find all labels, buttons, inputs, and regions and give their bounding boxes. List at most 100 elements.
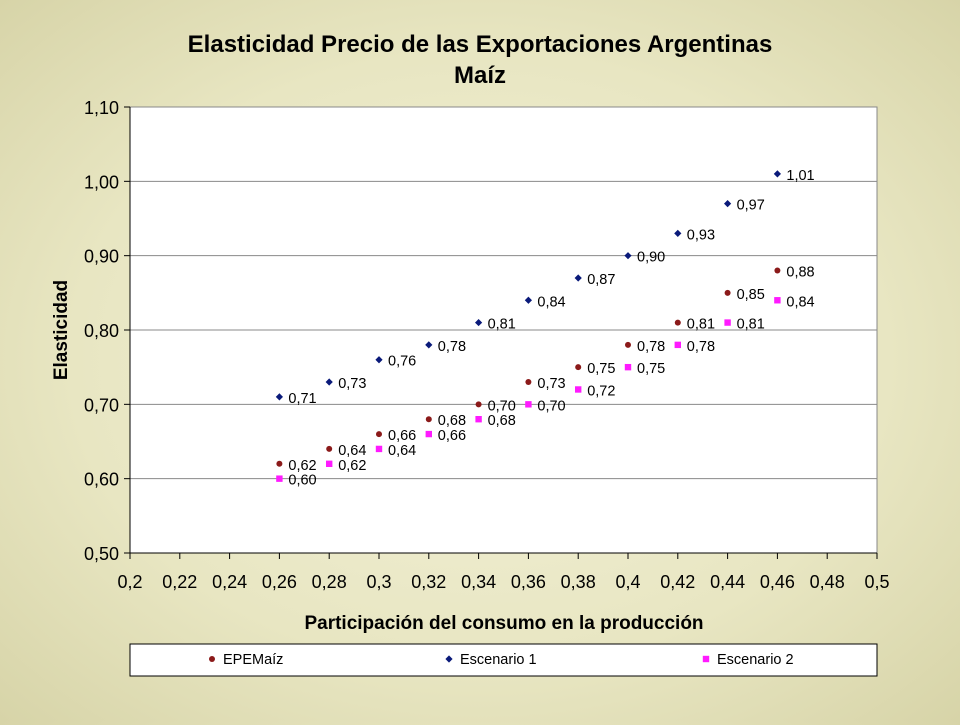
escenario-2-data-label: 0,70 [537, 398, 565, 414]
x-tick-label: 0,22 [162, 572, 197, 592]
escenario-2-data-label: 0,75 [637, 361, 665, 377]
epemaiz-point [425, 416, 432, 423]
escenario-1-data-label: 0,93 [687, 227, 715, 243]
x-axis-label: Participación del consumo en la producci… [304, 613, 703, 634]
escenario-2-point [475, 416, 482, 423]
epemaiz-data-label: 0,75 [587, 361, 615, 377]
escenario-1-data-label: 0,97 [737, 198, 765, 214]
y-tick-label: 1,00 [84, 172, 119, 192]
x-tick-label: 0,44 [710, 572, 745, 592]
chart-title: Elasticidad Precio de las Exportaciones … [188, 31, 773, 58]
x-tick-label: 0,2 [117, 572, 142, 592]
x-tick-label: 0,32 [411, 572, 446, 592]
escenario-1-point [524, 296, 532, 304]
epemaiz-data-label: 0,62 [288, 458, 316, 474]
epemaiz-data-label: 0,81 [687, 317, 715, 333]
x-tick-label: 0,38 [561, 572, 596, 592]
epemaiz-data-label: 0,70 [488, 398, 516, 414]
legend-marker [209, 656, 215, 662]
x-tick-label: 0,34 [461, 572, 496, 592]
escenario-1-point [325, 378, 333, 386]
epemaiz-point [276, 460, 283, 467]
escenario-1-point [475, 318, 483, 327]
y-tick-label: 0,50 [84, 544, 119, 564]
escenario-1-point [425, 341, 433, 349]
escenario-2-point [425, 430, 432, 438]
escenario-2-point [674, 341, 681, 349]
escenario-2-data-label: 0,66 [438, 428, 466, 444]
escenario-2-data-label: 0,68 [488, 413, 516, 429]
data-points: 0,620,640,660,680,700,730,750,780,810,85… [275, 168, 815, 489]
escenario-2-data-label: 0,84 [786, 294, 814, 310]
epemaiz-data-label: 0,73 [537, 376, 565, 392]
escenario-1-data-label: 0,76 [388, 354, 416, 370]
x-tick-label: 0,42 [660, 572, 695, 592]
escenario-2-point [724, 319, 731, 326]
y-tick-label: 0,90 [84, 247, 119, 267]
grid-lines [130, 180, 877, 480]
epemaiz-point [525, 379, 532, 386]
legend-marker [445, 655, 453, 663]
epemaiz-point [326, 445, 333, 452]
escenario-1-data-label: 0,78 [438, 339, 466, 355]
escenario-2-point [276, 475, 283, 482]
escenario-2-point [774, 297, 781, 304]
escenario-2-data-label: 0,60 [288, 473, 316, 489]
escenario-2-data-label: 0,64 [388, 443, 416, 459]
legend: EPEMaíz Escenario 1 Escenario 2 [209, 652, 794, 668]
x-tick-label: 0,3 [366, 572, 391, 592]
x-tick-label: 0,36 [511, 572, 546, 592]
epemaiz-point [376, 431, 382, 438]
epemaiz-data-label: 0,66 [388, 428, 416, 444]
legend-box [129, 643, 878, 677]
y-tick-label: 1,10 [84, 98, 119, 118]
epemaiz-point [724, 289, 731, 296]
escenario-2-data-label: 0,72 [587, 383, 615, 399]
escenario-1-data-label: 1,01 [786, 168, 814, 184]
y-tick-label: 0,70 [84, 395, 119, 415]
epemaiz-data-label: 0,78 [637, 339, 665, 355]
x-tick-label: 0,26 [262, 572, 297, 592]
escenario-2-point [375, 445, 383, 453]
x-tick-label: 0,4 [615, 572, 640, 592]
legend-label: Escenario 1 [460, 652, 537, 668]
axes: 0,50 0,60 0,70 0,80 0,90 1,00 1,10 0,2 0,22 0,24 0… [84, 98, 890, 592]
epemaiz-data-label: 0,68 [438, 413, 466, 429]
x-tick-label: 0,28 [312, 572, 347, 592]
x-tick-label: 0,24 [212, 572, 247, 592]
legend-marker [702, 655, 710, 663]
y-axis-label: Elasticidad [51, 280, 72, 380]
epemaiz-data-label: 0,88 [786, 265, 814, 281]
legend-label: Escenario 2 [717, 652, 794, 668]
epemaiz-point [475, 401, 482, 408]
escenario-1-data-label: 0,84 [537, 294, 565, 310]
epemaiz-data-label: 0,64 [338, 443, 366, 459]
y-tick-label: 0,80 [84, 321, 119, 341]
escenario-1-data-label: 0,90 [637, 250, 665, 266]
escenario-1-point [773, 170, 781, 178]
y-tick-label: 0,60 [84, 470, 119, 490]
x-tick-label: 0,5 [864, 572, 889, 592]
escenario-1-point [375, 356, 383, 364]
x-tick-label: 0,46 [760, 572, 795, 592]
epemaiz-data-label: 0,85 [737, 287, 765, 303]
x-tick-label: 0,48 [810, 572, 845, 592]
chart-subtitle: Maíz [454, 62, 506, 89]
escenario-1-point [674, 229, 682, 237]
escenario-1-point [624, 252, 632, 260]
escenario-1-point [275, 393, 283, 401]
escenario-2-point [624, 363, 632, 371]
epemaiz-point [774, 267, 781, 274]
escenario-1-data-label: 0,71 [288, 391, 316, 407]
escenario-2-data-label: 0,62 [338, 458, 366, 474]
epemaiz-point [674, 319, 681, 326]
legend-label: EPEMaíz [223, 652, 283, 668]
epemaiz-point [625, 341, 631, 348]
escenario-2-point [575, 386, 582, 393]
escenario-2-point [326, 460, 333, 467]
escenario-2-data-label: 0,81 [737, 317, 765, 333]
escenario-1-point [574, 274, 582, 282]
escenario-1-data-label: 0,73 [338, 376, 366, 392]
